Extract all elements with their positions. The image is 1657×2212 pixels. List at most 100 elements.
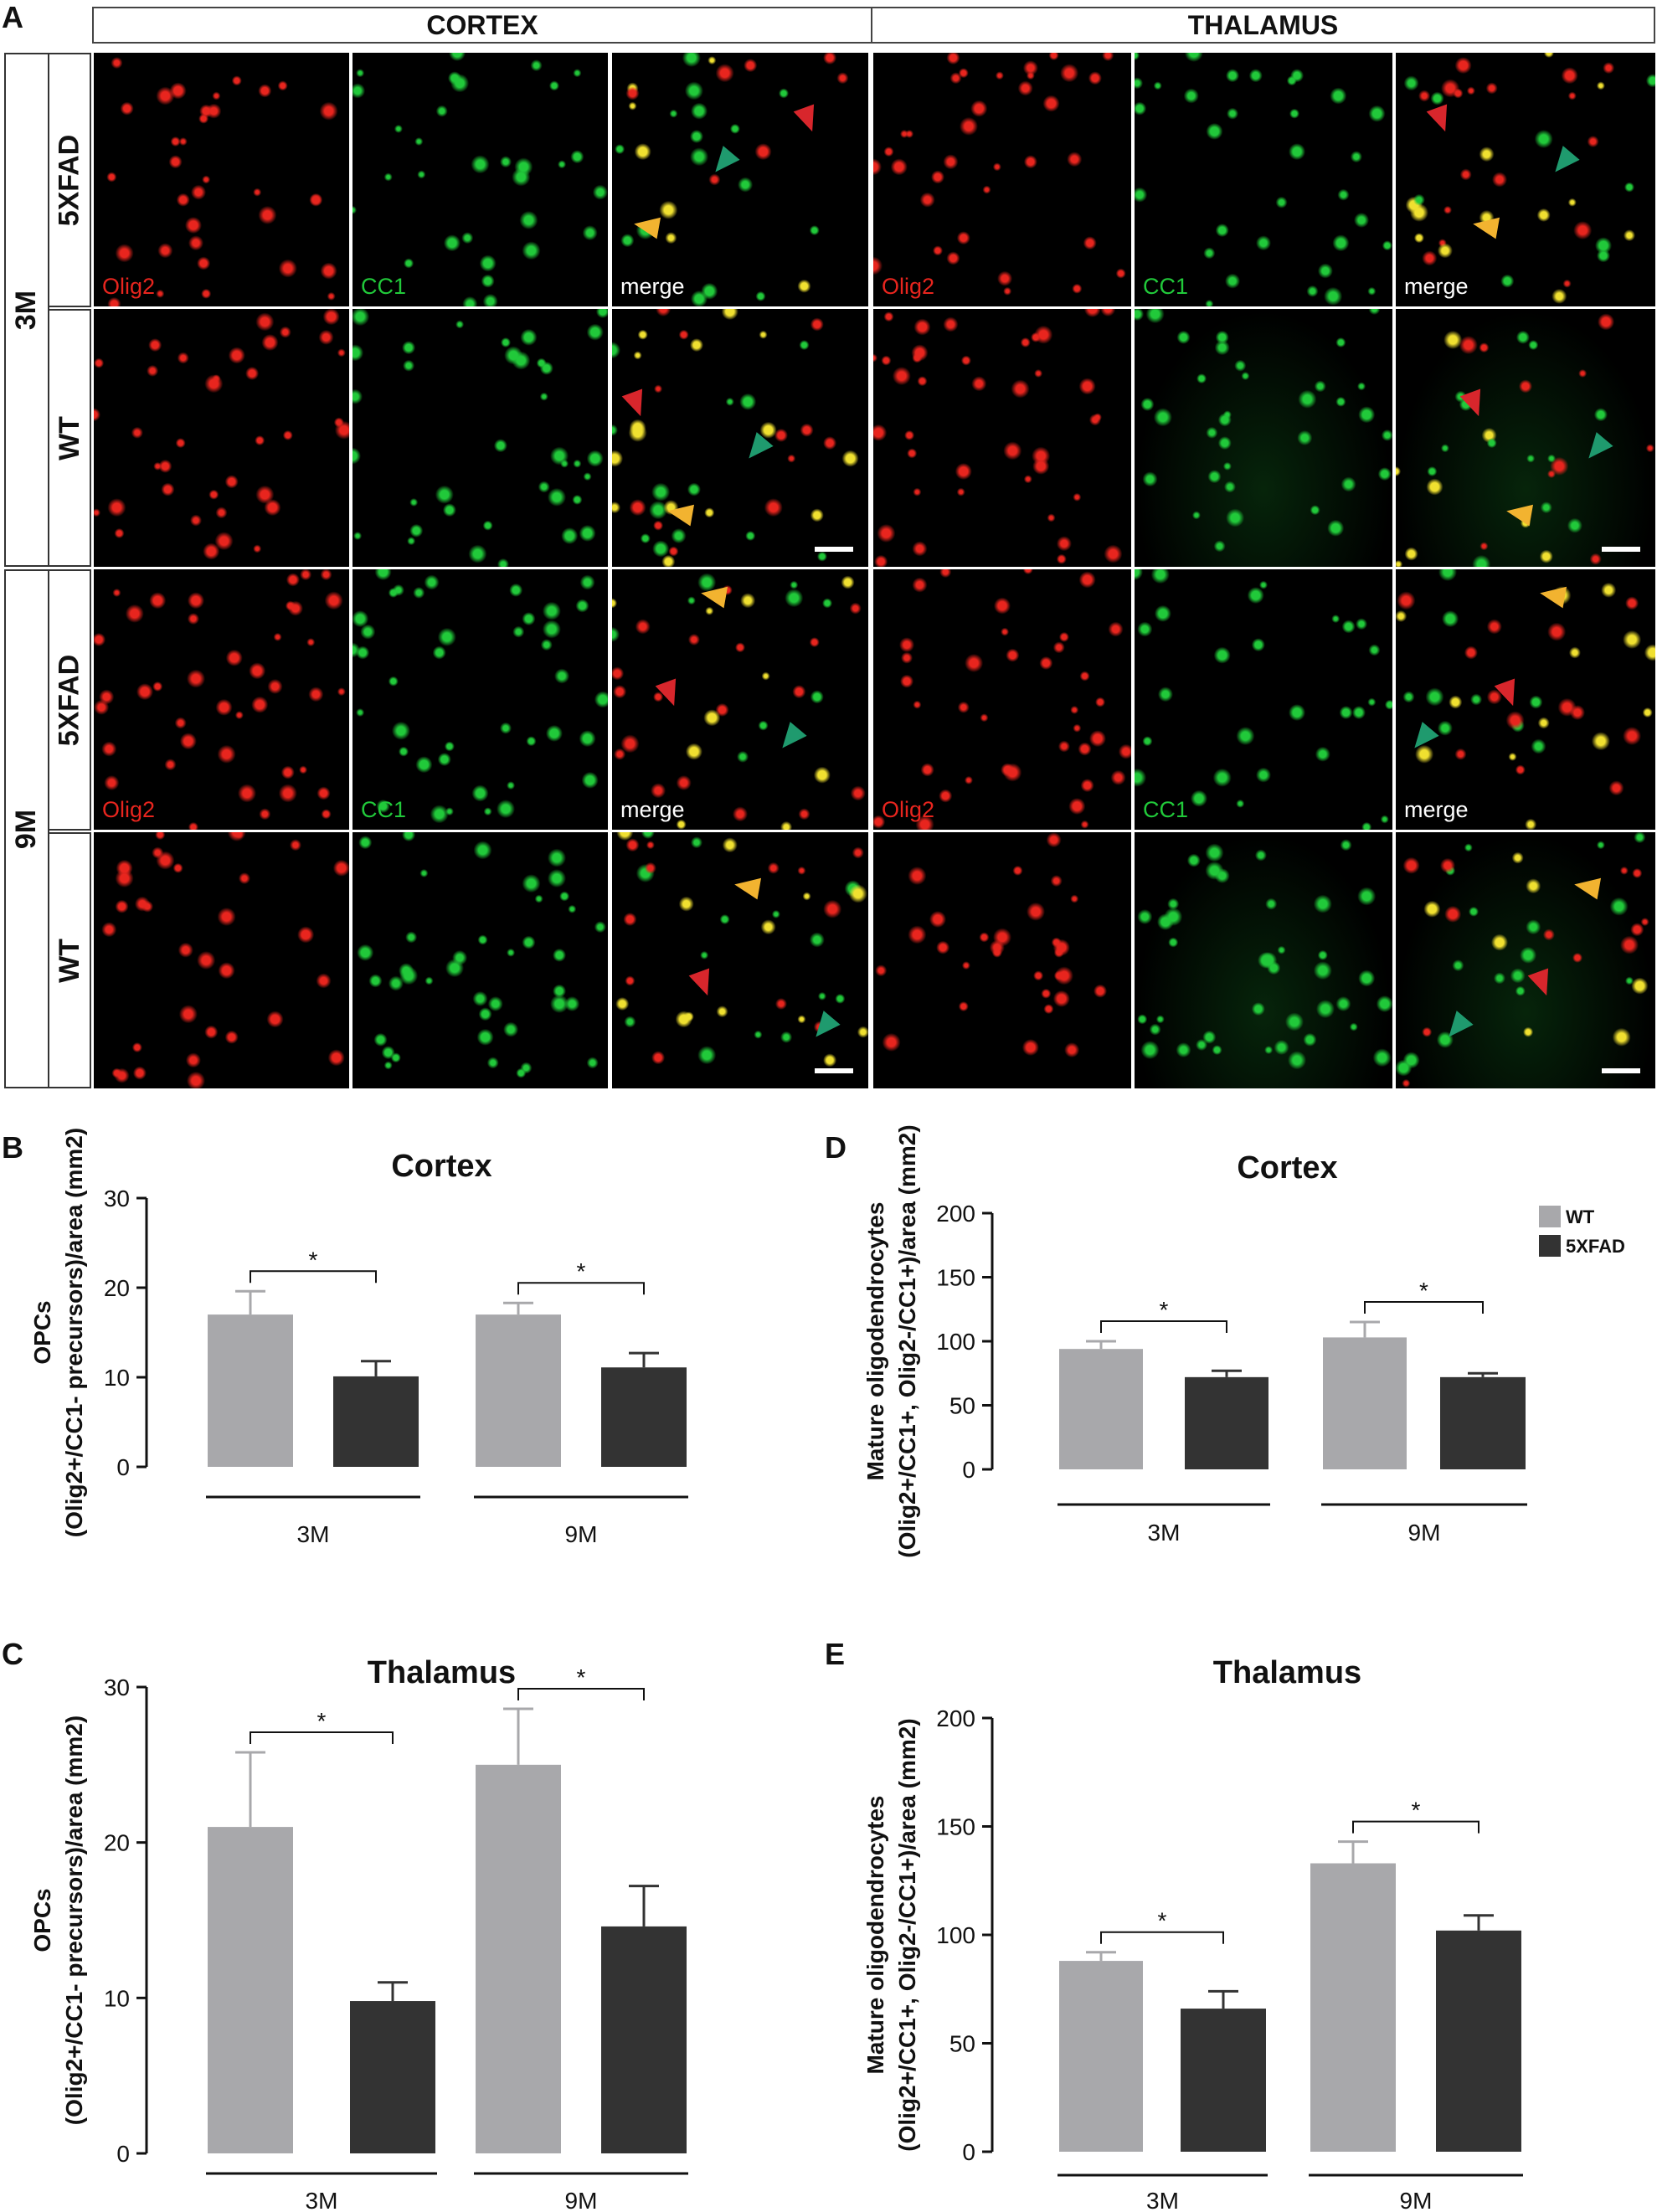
chart-C: C Thalamus 0 10 20 30 OPCs (Olig2+/CC1- precurs… [2, 1637, 688, 2212]
bar-wt-3m [208, 1314, 293, 1467]
bar-wt-9m [1310, 1863, 1396, 2152]
y-axis-label: OPCs [29, 1300, 55, 1364]
channel-label-red: Olig2 [882, 797, 935, 822]
y-tick-label: 150 [936, 1265, 975, 1291]
y-tick-label: 100 [936, 1329, 975, 1355]
significance-star: * [1412, 1798, 1421, 1824]
chart-E: E Thalamus 0 50 100 150 200 Mature oligodendroc… [825, 1637, 1523, 2212]
y-tick-label: 10 [104, 1365, 130, 1391]
micrograph-red-r3-c1: Olig2 [94, 569, 349, 830]
channel-label-merge: merge [1404, 797, 1469, 822]
age-box-3m [4, 53, 49, 567]
chart-title: Thalamus [368, 1655, 516, 1690]
y-tick-label: 0 [962, 2139, 975, 2165]
panel-letter-e: E [825, 1637, 845, 1671]
y-axis-label: (Olig2+/CC1- precursors)/area (mm2) [61, 1128, 87, 1537]
arrowhead-marker [1572, 873, 1601, 900]
significance-bracket [250, 1731, 394, 1744]
age-label-9m: 9M [10, 809, 43, 849]
micrograph-merge-r3-c3: merge [612, 569, 868, 830]
micrograph-green-r2-c5 [1135, 309, 1392, 567]
y-axis-label: OPCs [29, 1888, 55, 1952]
channel-label-green: CC1 [1143, 274, 1189, 299]
y-axis-label: (Olig2+/CC1+, Olig2-/CC1+)/area (mm2) [894, 1718, 920, 2151]
arrowhead-marker [707, 146, 740, 179]
region-header-thalamus: THALAMUS [871, 7, 1655, 44]
micrograph-green-r4-c5 [1135, 832, 1392, 1088]
micrograph-green-r1-c2: CC1 [352, 53, 608, 306]
bar-wt-9m [476, 1314, 561, 1467]
y-axis-label: (Olig2+/CC1- precursors)/area (mm2) [61, 1716, 87, 2125]
panel-letter-b: B [2, 1130, 23, 1165]
arrowhead-marker [1580, 431, 1613, 466]
category-label-9m: 9M [565, 1521, 598, 1547]
arrowhead-marker [774, 722, 807, 756]
micrograph-red-r3-c4: Olig2 [873, 569, 1131, 830]
arrowhead-marker [740, 431, 774, 466]
y-tick-label: 20 [104, 1830, 130, 1856]
panel-letter-c: C [2, 1637, 23, 1671]
age-box-9m [4, 569, 49, 1088]
arrowhead-marker [666, 500, 695, 527]
micrograph-merge-r2-c3 [612, 309, 868, 567]
y-tick-label: 100 [936, 1922, 975, 1948]
category-label-9m: 9M [1408, 1520, 1441, 1546]
significance-bracket [1100, 1320, 1227, 1333]
micrograph-merge-r2-c6 [1396, 309, 1655, 567]
category-label-3m: 3M [297, 1521, 330, 1547]
arrowhead-marker [698, 582, 728, 609]
y-axis-label: (Olig2+/CC1+, Olig2-/CC1+)/area (mm2) [894, 1124, 920, 1557]
bar-5xfad-9m [1436, 1930, 1521, 2152]
category-label-3m: 3M [1146, 2188, 1179, 2212]
channel-label-green: CC1 [361, 797, 407, 822]
channel-label-green: CC1 [1143, 797, 1189, 822]
arrowhead-marker [1538, 582, 1567, 609]
chart-D: D Cortex 0 50 100 150 200 Mature oligodendrocyt… [825, 1124, 1625, 1557]
chart-title: Cortex [1237, 1150, 1337, 1186]
y-tick-label: 0 [116, 2141, 130, 2167]
genotype-box-3m-wt [48, 309, 91, 567]
scale-bar [815, 547, 853, 552]
micrograph-red-r2-c1 [94, 309, 349, 567]
significance-star: * [1419, 1278, 1428, 1304]
bar-5xfad-3m [350, 2001, 435, 2153]
arrowhead-marker [1494, 678, 1523, 710]
micrograph-red-r4-c1 [94, 832, 349, 1088]
bar-wt-9m [476, 1764, 561, 2153]
legend-swatch-wt [1539, 1206, 1561, 1227]
bar-wt-3m [1059, 1961, 1143, 2152]
arrowhead-marker [621, 388, 651, 420]
arrowhead-marker [793, 103, 823, 136]
bar-wt-3m [208, 1827, 293, 2153]
y-tick-label: 50 [949, 1393, 975, 1419]
arrowhead-marker [1546, 146, 1580, 179]
micrograph-merge-r1-c3: merge [612, 53, 868, 306]
significance-bracket [1100, 1931, 1224, 1944]
category-label-9m: 9M [1400, 2188, 1433, 2212]
chart-title: Cortex [391, 1149, 491, 1184]
micrograph-merge-r1-c6: merge [1396, 53, 1655, 306]
region-header-cortex: CORTEX [92, 7, 872, 44]
micrograph-merge-r4-c3 [612, 832, 868, 1088]
micrograph-red-r1-c4: Olig2 [873, 53, 1131, 306]
arrowhead-marker [1406, 722, 1439, 756]
y-tick-label: 200 [936, 1201, 975, 1227]
genotype-box-3m-5xfad [48, 53, 91, 307]
arrowhead-marker [1527, 968, 1557, 1000]
significance-star: * [309, 1247, 318, 1273]
significance-bracket [250, 1270, 377, 1283]
category-label-3m: 3M [306, 2188, 338, 2212]
micrograph-green-r3-c5: CC1 [1135, 569, 1392, 830]
micrograph-merge-r4-c6 [1396, 832, 1655, 1088]
scale-bar [1602, 547, 1640, 552]
y-tick-label: 0 [116, 1454, 130, 1480]
arrowhead-marker [632, 213, 661, 239]
micrograph-green-r3-c2: CC1 [352, 569, 608, 830]
arrowhead-marker [1459, 388, 1490, 420]
panel-letter-d: D [825, 1130, 847, 1165]
significance-star: * [577, 1258, 586, 1284]
genotype-label-9m-wt: WT [53, 938, 85, 983]
y-tick-label: 0 [962, 1457, 975, 1483]
channel-label-green: CC1 [361, 274, 407, 299]
category-label-9m: 9M [565, 2188, 598, 2212]
